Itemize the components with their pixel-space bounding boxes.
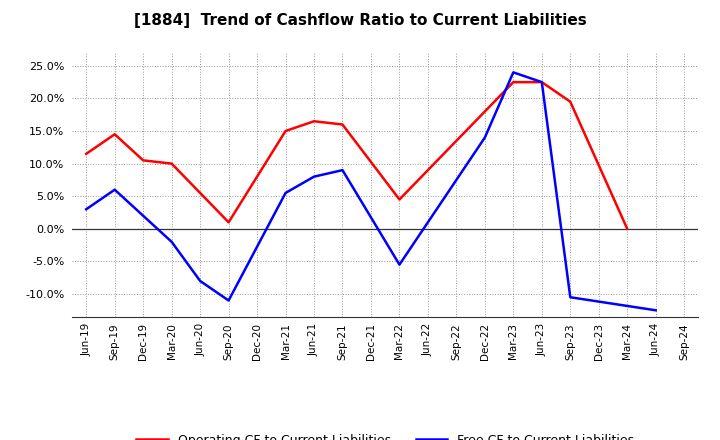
Operating CF to Current Liabilities	[167, 161, 176, 166]
Free CF to Current Liabilities	[110, 187, 119, 192]
Operating CF to Current Liabilities	[82, 151, 91, 157]
Free CF to Current Liabilities	[480, 135, 489, 140]
Operating CF to Current Liabilities	[338, 122, 347, 127]
Text: [1884]  Trend of Cashflow Ratio to Current Liabilities: [1884] Trend of Cashflow Ratio to Curren…	[134, 13, 586, 28]
Operating CF to Current Liabilities	[623, 226, 631, 231]
Free CF to Current Liabilities	[82, 207, 91, 212]
Free CF to Current Liabilities	[537, 80, 546, 85]
Operating CF to Current Liabilities	[566, 99, 575, 104]
Operating CF to Current Liabilities	[282, 128, 290, 134]
Operating CF to Current Liabilities	[110, 132, 119, 137]
Operating CF to Current Liabilities	[225, 220, 233, 225]
Line: Free CF to Current Liabilities: Free CF to Current Liabilities	[86, 72, 656, 310]
Free CF to Current Liabilities	[167, 239, 176, 245]
Operating CF to Current Liabilities	[509, 80, 518, 85]
Free CF to Current Liabilities	[196, 279, 204, 284]
Operating CF to Current Liabilities	[395, 197, 404, 202]
Operating CF to Current Liabilities	[537, 80, 546, 85]
Free CF to Current Liabilities	[566, 295, 575, 300]
Free CF to Current Liabilities	[139, 213, 148, 218]
Free CF to Current Liabilities	[652, 308, 660, 313]
Free CF to Current Liabilities	[282, 191, 290, 196]
Free CF to Current Liabilities	[225, 298, 233, 303]
Free CF to Current Liabilities	[338, 168, 347, 173]
Legend: Operating CF to Current Liabilities, Free CF to Current Liabilities: Operating CF to Current Liabilities, Fre…	[136, 434, 634, 440]
Operating CF to Current Liabilities	[310, 119, 318, 124]
Free CF to Current Liabilities	[395, 262, 404, 267]
Operating CF to Current Liabilities	[139, 158, 148, 163]
Free CF to Current Liabilities	[310, 174, 318, 179]
Free CF to Current Liabilities	[509, 70, 518, 75]
Line: Operating CF to Current Liabilities: Operating CF to Current Liabilities	[86, 82, 627, 229]
